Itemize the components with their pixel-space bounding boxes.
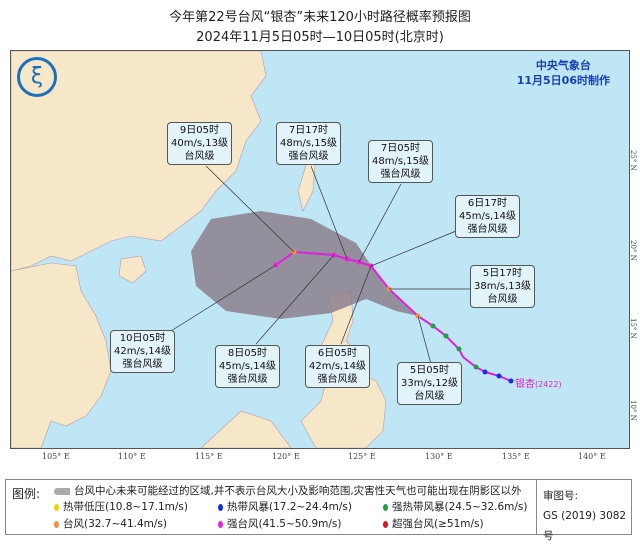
lon-label: 120° E: [272, 452, 300, 461]
lon-label: 115° E: [195, 452, 223, 461]
land-borneo: [200, 410, 292, 448]
label-7d05: 7日05时 48m/s,15级 强台风级: [368, 140, 433, 183]
dot-icon: [383, 520, 388, 528]
legend-title: 图例:: [12, 487, 41, 501]
storm-name-label: 银杏(2422): [515, 379, 562, 390]
label-6d17: 6日17时 45m/s,14级 强台风级: [455, 195, 520, 238]
land-china: [11, 51, 267, 272]
lat-label: 25° N: [629, 150, 637, 171]
label-leaders: [170, 165, 471, 365]
dot-icon: [54, 503, 59, 511]
lon-label: 110° E: [118, 452, 146, 461]
label-5d17: 5日17时 38m/s,13级 台风级: [470, 265, 535, 308]
agency-name: 中央气象台: [535, 59, 591, 72]
lat-label: 10° N: [629, 400, 637, 421]
label-5d05: 5日05时 33m/s,12级 台风级: [397, 362, 462, 405]
dot-icon: [218, 503, 223, 511]
legend-item: 台风(32.7~41.4m/s): [54, 516, 167, 531]
legend-item: 超强台风(≥51m/s): [383, 516, 484, 531]
cma-logo: ξ: [17, 57, 57, 97]
lat-label: 15° N: [629, 318, 637, 339]
agency-stamp: 中央气象台 11月5日06时制作: [517, 58, 610, 88]
past-track: [417, 315, 512, 382]
land-hainan: [118, 255, 147, 284]
map-subtitle: 2024年11月5日05时—10日05时(北京时): [196, 30, 444, 45]
land-vietnam: [11, 262, 112, 448]
legend-cone: 台风中心未来可能经过的区域,并不表示台风大小及影响范围,灾害性天气也可能出现在阴…: [54, 483, 522, 498]
approval-number: 审图号: GS (2019) 3082号: [536, 480, 631, 542]
lon-label: 130° E: [425, 452, 453, 461]
label-7d17: 7日17时 48m/s,15级 强台风级: [276, 122, 341, 165]
label-10d05: 10日05时 42m/s,14级 强台风级: [110, 330, 175, 373]
dot-icon: [54, 520, 59, 528]
dot-icon: [218, 520, 223, 528]
legend-item: 强热带风暴(24.5~32.6m/s): [383, 499, 528, 514]
made-time: 11月5日06时制作: [516, 74, 610, 87]
lon-label: 140° E: [578, 452, 606, 461]
dot-icon: [383, 503, 388, 511]
legend-item: 热带风暴(17.2~24.4m/s): [218, 499, 352, 514]
legend: 图例: 台风中心未来可能经过的区域,并不表示台风大小及影响范围,灾害性天气也可能…: [5, 479, 632, 542]
forecast-track: [275, 250, 419, 317]
label-9d05: 9日05时 40m/s,13级 台风级: [167, 122, 232, 165]
cone-swatch-icon: [54, 487, 70, 495]
lon-label: 135° E: [502, 452, 530, 461]
lon-label: 125° E: [348, 452, 376, 461]
legend-item: 热带低压(10.8~17.1m/s): [54, 499, 188, 514]
label-6d05: 6日05时 42m/s,14级 强台风级: [305, 345, 370, 388]
label-8d05: 8日05时 45m/s,14级 强台风级: [215, 345, 280, 388]
map-title: 今年第22号台风“银杏”未来120小时路径概率预报图: [169, 10, 471, 25]
legend-item: 强台风(41.5~50.9m/s): [218, 516, 342, 531]
lon-label: 105° E: [42, 452, 70, 461]
lat-label: 20° N: [629, 240, 637, 261]
